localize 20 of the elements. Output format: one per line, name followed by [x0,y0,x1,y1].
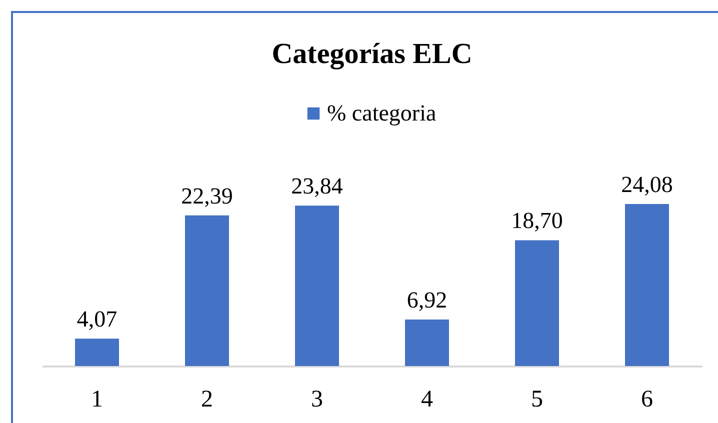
x-tick-label: 2 [201,386,213,412]
data-label: 24,08 [621,172,673,197]
bar [405,319,449,366]
data-label: 23,84 [291,174,344,199]
bar [185,215,229,366]
x-tick-label: 4 [421,386,433,412]
x-tick-label: 3 [311,386,323,412]
data-label: 4,07 [76,306,118,332]
data-label: 6,92 [406,287,448,312]
data-label: 22,39 [181,183,233,208]
data-label: 18,70 [511,208,563,234]
bar [75,338,119,366]
x-tick-label: 5 [531,386,543,412]
x-tick-label: 6 [641,386,653,412]
bar [515,240,559,366]
x-tick-label: 1 [91,386,103,412]
chart-title: Categorías ELC [272,38,472,70]
bar [295,206,339,366]
legend-label: % categoria [327,100,436,126]
bar [625,204,669,366]
